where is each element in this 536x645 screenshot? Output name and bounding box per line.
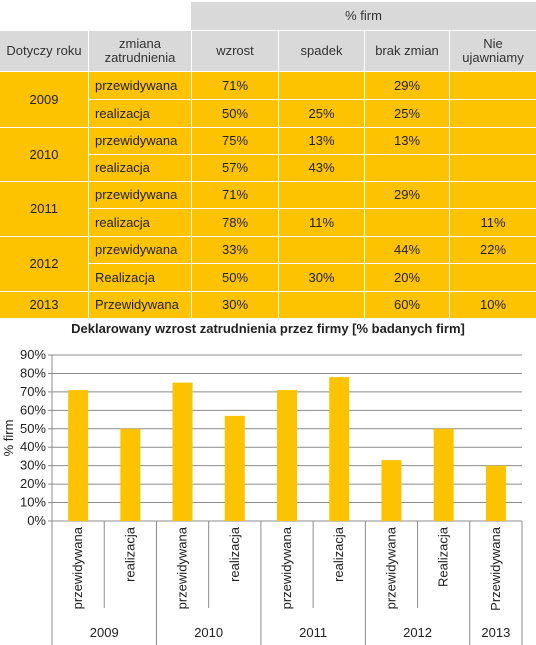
year-cell: 2011 [0, 181, 88, 236]
undisclosed-cell: 22% [449, 236, 536, 263]
y-tick-label: 70% [20, 384, 46, 399]
row-type-cell: przewidywana [88, 127, 191, 154]
y-tick-label: 0% [27, 513, 46, 528]
undisclosed-cell [449, 154, 536, 181]
row-type-cell: przewidywana [88, 71, 191, 99]
bar [329, 377, 350, 521]
year-cell: 2009 [0, 71, 88, 127]
col-header-decline: spadek [278, 31, 364, 71]
decline-cell [278, 71, 364, 99]
y-tick-label: 40% [20, 439, 46, 454]
category-label: przewidywana [175, 526, 190, 609]
nochange-cell: 13% [364, 127, 449, 154]
nochange-cell: 25% [364, 99, 449, 127]
growth-cell: 57% [191, 154, 278, 181]
nochange-cell: 20% [364, 263, 449, 291]
category-label: przewidywana [70, 526, 85, 609]
growth-cell: 71% [191, 181, 278, 208]
undisclosed-cell: 10% [449, 291, 536, 318]
nochange-cell [364, 154, 449, 181]
group-label: 2012 [403, 625, 432, 640]
group-label: 2013 [481, 625, 510, 640]
bar [485, 465, 506, 521]
col-header-nochange: brak zmian [364, 31, 449, 71]
category-label: przewidywana [279, 526, 294, 609]
group-label: 2011 [299, 625, 327, 640]
year-cell: 2012 [0, 236, 88, 291]
bar [172, 382, 193, 521]
nochange-cell: 29% [364, 181, 449, 208]
row-type-cell: realizacja [88, 208, 191, 236]
bar [120, 428, 141, 521]
nochange-cell: 44% [364, 236, 449, 263]
decline-cell: 25% [278, 99, 364, 127]
growth-cell: 50% [191, 99, 278, 127]
decline-cell [278, 291, 364, 318]
growth-cell: 50% [191, 263, 278, 291]
undisclosed-cell [449, 71, 536, 99]
bar [277, 390, 297, 521]
bar [224, 415, 245, 521]
nochange-cell: 29% [364, 71, 449, 99]
decline-cell: 43% [278, 154, 364, 181]
row-type-cell: przewidywana [88, 236, 191, 263]
y-tick-label: 80% [20, 365, 46, 380]
col-header-undisclosed: Nie ujawniamy [449, 31, 536, 71]
y-tick-label: 50% [20, 421, 46, 436]
decline-cell [278, 236, 364, 263]
row-type-cell: realizacja [88, 99, 191, 127]
category-label: Realizacja [436, 526, 451, 587]
growth-cell: 30% [191, 291, 278, 318]
bar-chart: 0% 10% 20% 30% 40% 50% 60% 70% 80% 90% % firm przew… [1, 347, 523, 645]
nochange-cell: 60% [364, 291, 449, 318]
y-tick-label: 10% [20, 495, 46, 510]
bar [68, 390, 89, 521]
growth-cell: 33% [191, 236, 278, 263]
growth-cell: 78% [191, 208, 278, 236]
col-header-growth: wzrost [191, 31, 278, 71]
y-axis-title: % firm [1, 420, 16, 457]
undisclosed-cell [449, 99, 536, 127]
y-tick-label: 20% [20, 476, 46, 491]
growth-cell: 71% [191, 71, 278, 99]
group-label: 2010 [194, 625, 223, 640]
undisclosed-cell: 11% [449, 208, 536, 236]
chart-title: Deklarowany wzrost zatrudnienia przez fi… [71, 321, 465, 336]
col-header-year: Dotyczy roku [0, 31, 88, 71]
year-cell: 2013 [0, 291, 88, 318]
bar [381, 460, 402, 521]
row-type-cell: realizacja [88, 154, 191, 181]
group-label: 2009 [90, 625, 119, 640]
bar [433, 428, 454, 521]
y-tick-label: 90% [20, 347, 46, 362]
category-label: realizacja [331, 526, 346, 582]
decline-cell [278, 181, 364, 208]
y-tick-label: 60% [20, 402, 46, 417]
y-tick-label: 30% [20, 458, 46, 473]
row-type-cell: Realizacja [88, 263, 191, 291]
growth-cell: 75% [191, 127, 278, 154]
col-header-change: zmiana zatrudnienia [88, 31, 191, 71]
category-label: Przewidywana [488, 526, 503, 611]
year-cell: 2010 [0, 127, 88, 181]
decline-cell: 13% [278, 127, 364, 154]
undisclosed-cell [449, 127, 536, 154]
undisclosed-cell [449, 181, 536, 208]
category-label: realizacja [122, 526, 137, 582]
group-header: % firm [191, 2, 536, 30]
category-label: przewidywana [383, 526, 398, 609]
row-type-cell: przewidywana [88, 181, 191, 208]
category-label: realizacja [227, 526, 242, 582]
decline-cell: 11% [278, 208, 364, 236]
row-type-cell: Przewidywana [88, 291, 191, 318]
data-table: % firm Dotyczy roku zmiana zatrudnienia … [0, 0, 536, 318]
undisclosed-cell [449, 263, 536, 291]
nochange-cell [364, 208, 449, 236]
decline-cell: 30% [278, 263, 364, 291]
